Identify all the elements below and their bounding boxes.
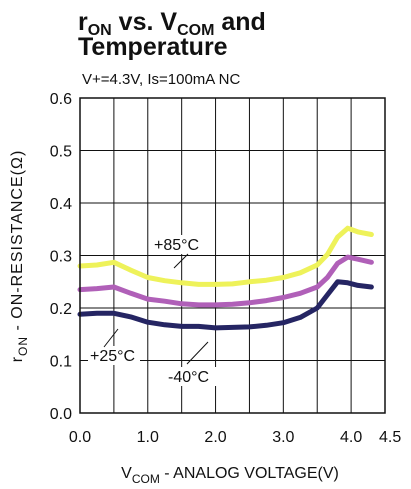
y-tick-labels: 0.0 0.1 0.2 0.3 0.4 0.5 0.6 <box>50 91 72 423</box>
annotation-background <box>152 235 204 254</box>
plot-frame <box>79 97 386 414</box>
x-tick-label: 1.0 <box>137 429 159 446</box>
y-tick-label: 0.5 <box>50 144 72 161</box>
series-line-2 <box>77 279 374 331</box>
y-tick-label: 0.2 <box>50 301 72 318</box>
annotations: +85°C +25°C -40°C <box>88 235 218 386</box>
annotation-label: +85°C <box>154 237 199 254</box>
annotation-background <box>88 346 140 365</box>
x-tick-label: 2.0 <box>204 429 226 446</box>
chart-title-line2: Temperature <box>78 33 228 61</box>
annotation-leader <box>173 253 189 269</box>
y-tick-label: 0.3 <box>50 249 72 266</box>
annotation-background <box>166 367 218 386</box>
annotation-label: -40°C <box>168 369 209 386</box>
annotation-leader <box>103 328 119 348</box>
x-tick-labels: 0.0 1.0 2.0 3.0 4.0 4.5 <box>69 429 401 446</box>
chart-title-line1: rON vs. VCOM and <box>78 8 266 39</box>
y-axis-label: rON - ON-RESISTANCE(Ω) <box>9 150 30 363</box>
x-tick-label: 0.0 <box>69 429 91 446</box>
annotation-leader <box>186 341 209 365</box>
series-line-1 <box>77 254 374 308</box>
chart-subtitle: V+=4.3V, Is=100mA NC <box>82 71 240 88</box>
grid <box>79 97 386 414</box>
x-tick-label: 4.0 <box>340 429 362 446</box>
series-layer <box>77 225 374 331</box>
y-tick-label: 0.1 <box>50 354 72 371</box>
y-tick-label: 0.6 <box>50 91 72 108</box>
y-tick-label: 0.4 <box>50 196 72 213</box>
x-tick-label: 3.0 <box>272 429 294 446</box>
x-axis-label: VCOM - ANALOG VOLTAGE(V) <box>121 465 339 486</box>
y-tick-label: 0.0 <box>50 406 72 423</box>
x-tick-label: 4.5 <box>379 429 401 446</box>
annotation-label: +25°C <box>90 348 135 365</box>
series-line-0 <box>77 225 374 287</box>
